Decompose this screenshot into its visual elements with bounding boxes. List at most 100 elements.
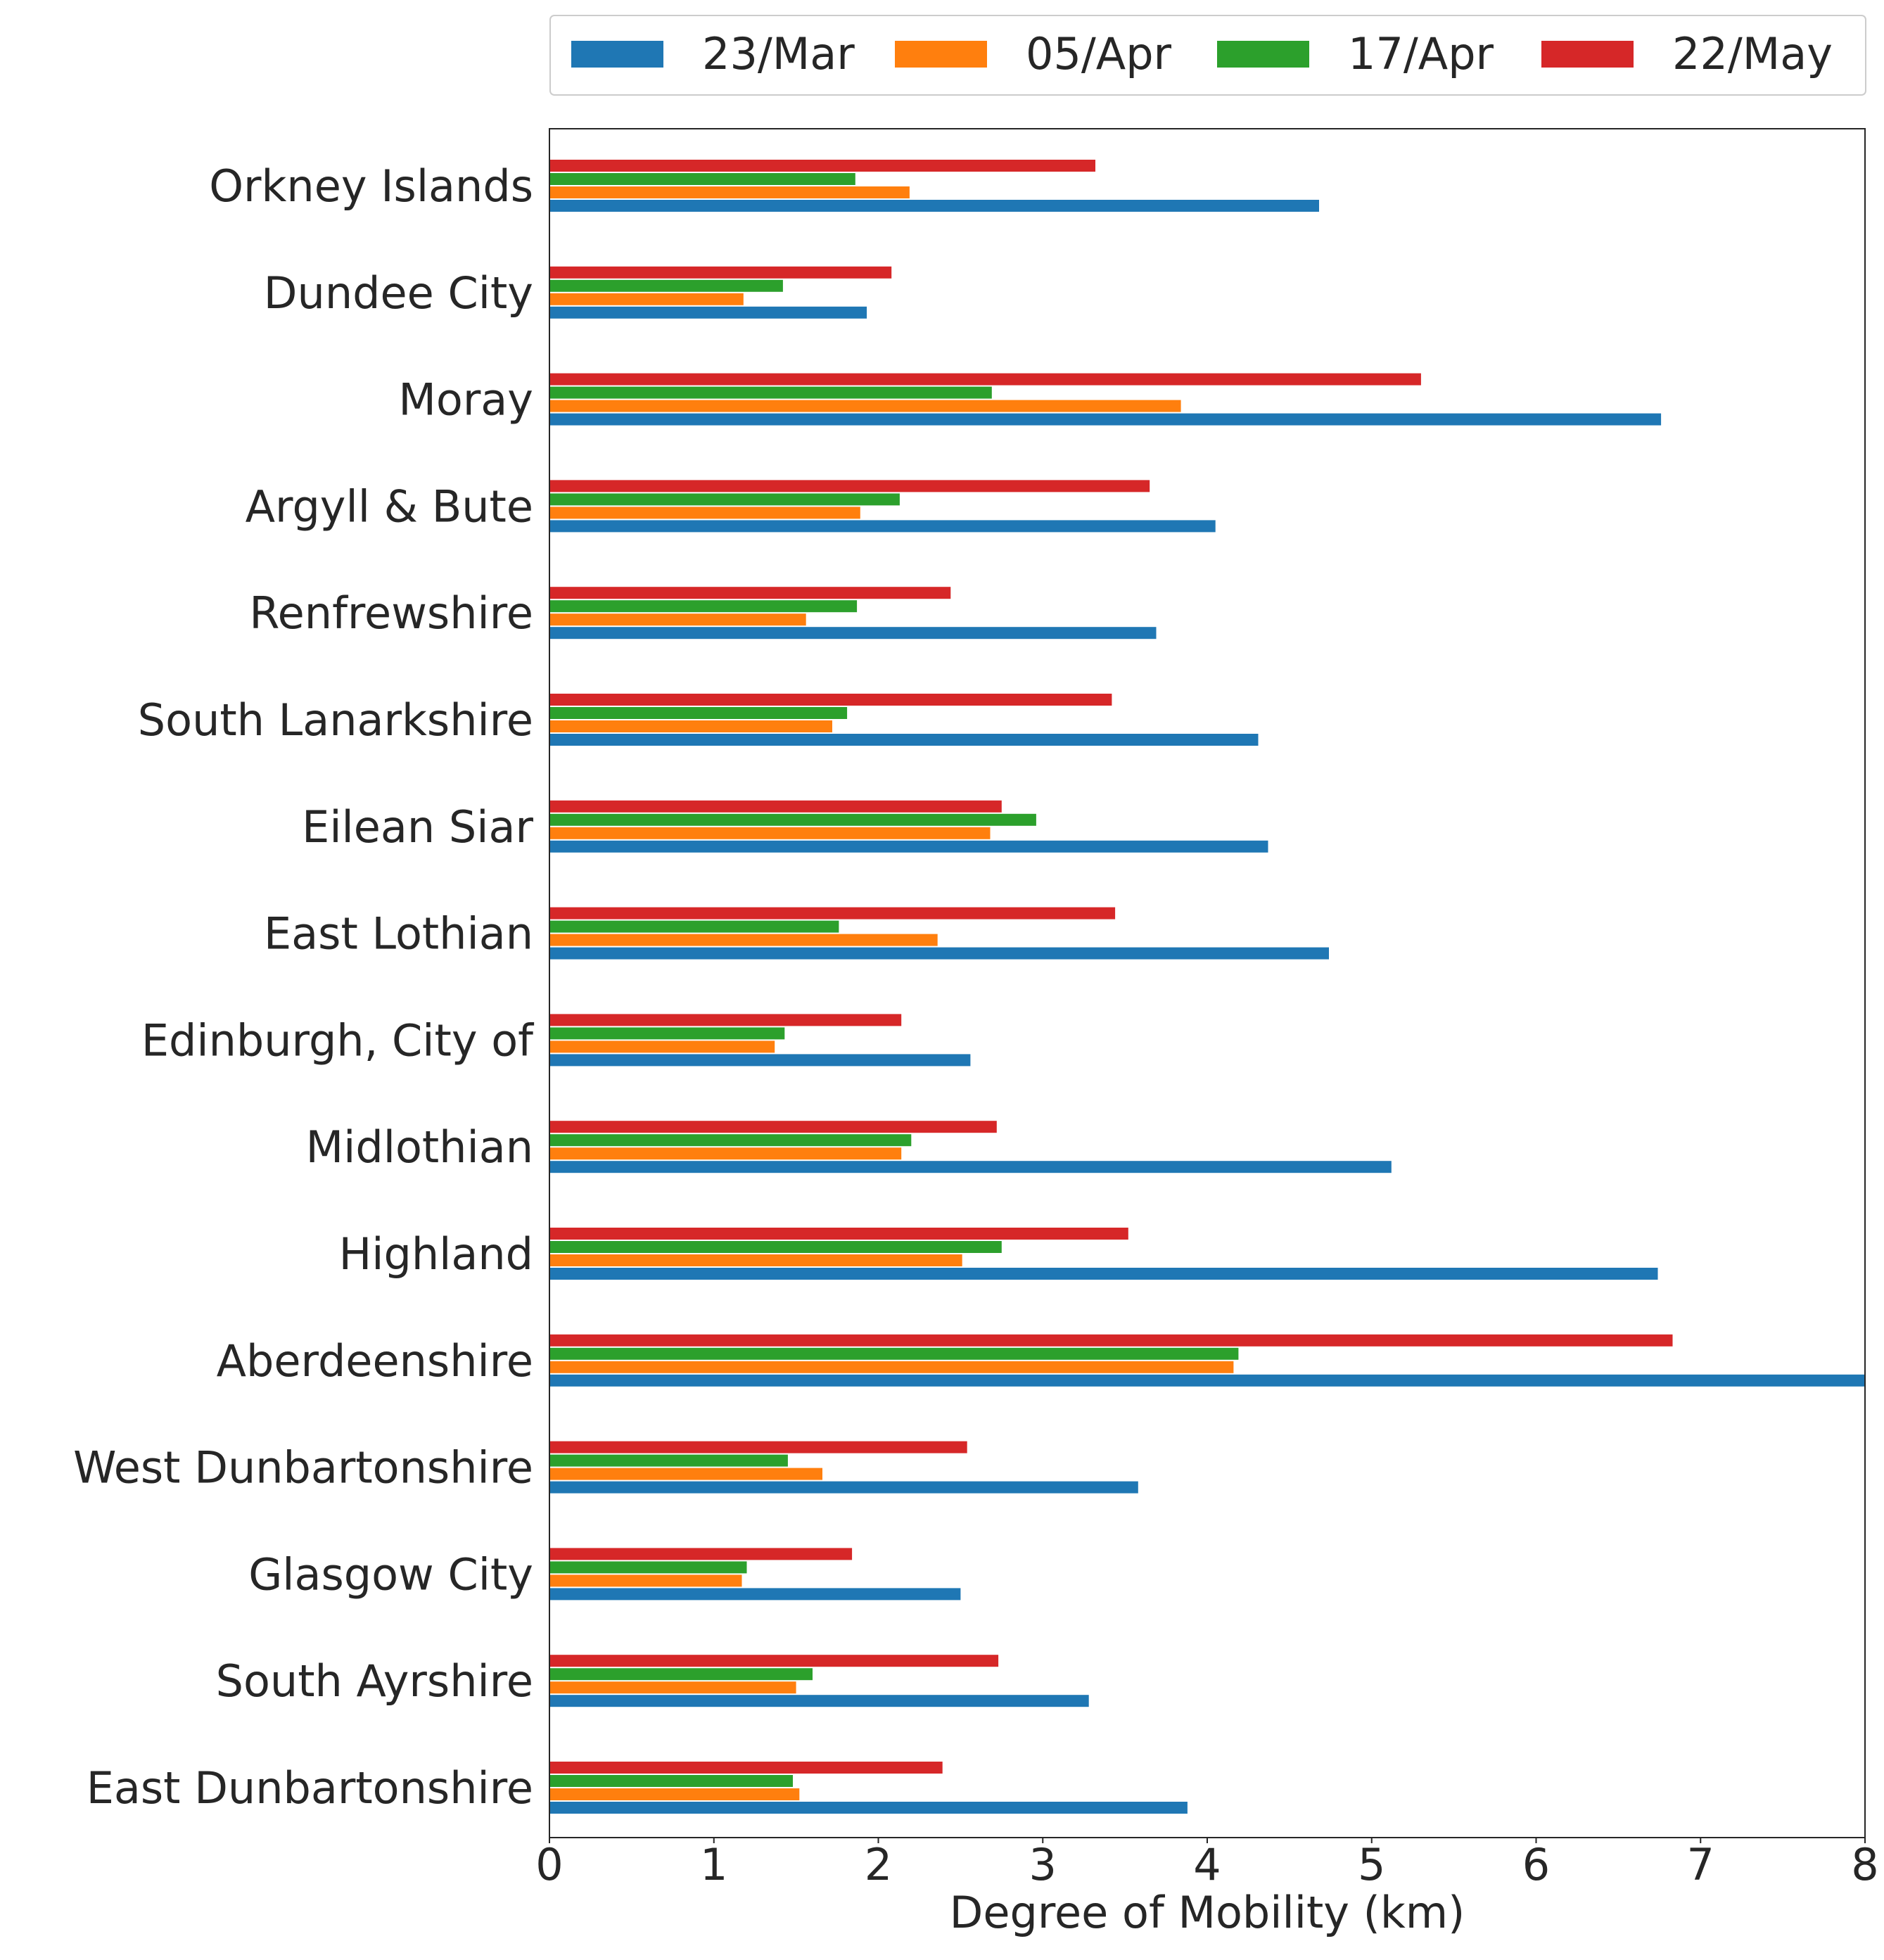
bar xyxy=(549,306,867,319)
bar xyxy=(549,734,1259,746)
bar xyxy=(549,200,1319,212)
legend-entry: 23/Mar xyxy=(702,28,855,79)
bar xyxy=(549,293,744,305)
x-tick-label: 8 xyxy=(1851,1839,1878,1890)
x-axis-tick-labels: 0 1 2 3 4 5 6 7 8 xyxy=(535,1838,1879,1890)
bar xyxy=(549,707,848,719)
y-tick-label: Glasgow City xyxy=(248,1548,533,1600)
bar xyxy=(549,1548,853,1560)
y-tick-label: East Lothian xyxy=(264,908,533,960)
bar xyxy=(549,1161,1392,1173)
bar xyxy=(549,186,910,198)
legend-entry: 22/May xyxy=(1672,28,1833,79)
bar xyxy=(549,1254,962,1266)
bars-layer xyxy=(549,160,1865,1814)
bar xyxy=(549,827,991,839)
bar xyxy=(549,386,992,399)
bar xyxy=(549,1588,961,1601)
bar xyxy=(549,1027,785,1040)
legend-entry: 05/Apr xyxy=(1026,28,1172,79)
bar xyxy=(549,1775,793,1787)
bar xyxy=(549,493,900,506)
bar xyxy=(549,1361,1234,1373)
bar xyxy=(549,800,1002,813)
bar xyxy=(549,160,1095,172)
y-tick-label: Moray xyxy=(398,374,533,426)
bar xyxy=(549,1041,775,1053)
legend-swatch xyxy=(1217,41,1309,68)
x-tick-label: 0 xyxy=(535,1839,563,1890)
bar xyxy=(549,373,1421,386)
bar xyxy=(549,1681,796,1694)
bar xyxy=(549,279,783,292)
y-tick-label: Midlothian xyxy=(306,1121,533,1173)
bar xyxy=(549,1802,1188,1814)
bar xyxy=(549,694,1112,706)
bar xyxy=(549,1668,813,1681)
bar xyxy=(549,1788,800,1800)
bar xyxy=(549,1121,997,1133)
bar xyxy=(549,1134,912,1147)
x-axis-label: Degree of Mobility (km) xyxy=(950,1887,1465,1938)
x-tick-label: 5 xyxy=(1358,1839,1385,1890)
bar xyxy=(549,720,832,732)
bar xyxy=(549,1762,943,1774)
legend-swatch xyxy=(895,41,987,68)
bar xyxy=(549,1054,971,1067)
bar xyxy=(549,1441,967,1453)
y-tick-label: Edinburgh, City of xyxy=(141,1014,535,1066)
y-tick-label: South Lanarkshire xyxy=(138,694,533,746)
legend-swatch xyxy=(571,41,663,68)
y-tick-label: Argyll & Bute xyxy=(246,481,533,532)
bar xyxy=(549,600,858,613)
y-tick-label: South Ayrshire xyxy=(216,1655,533,1707)
bar xyxy=(549,1374,1865,1387)
bar xyxy=(549,1347,1239,1360)
y-tick-label: Renfrewshire xyxy=(249,587,533,639)
bar xyxy=(549,507,860,519)
x-tick-label: 7 xyxy=(1687,1839,1714,1890)
x-tick-label: 6 xyxy=(1522,1839,1550,1890)
bar xyxy=(549,1228,1128,1240)
legend: 23/Mar 05/Apr 17/Apr 22/May xyxy=(549,15,1866,96)
x-tick-label: 2 xyxy=(865,1839,892,1890)
bar xyxy=(549,1561,747,1574)
bar xyxy=(549,1695,1089,1707)
bar xyxy=(549,480,1150,492)
bar xyxy=(549,947,1329,960)
x-tick-label: 4 xyxy=(1193,1839,1221,1890)
y-axis-tick-labels: Orkney Islands Dundee City Moray Argyll & B… xyxy=(73,160,535,1814)
y-tick-label: Highland xyxy=(339,1228,533,1280)
bar xyxy=(549,400,1181,412)
bar xyxy=(549,1468,822,1480)
bar xyxy=(549,1014,902,1026)
bar xyxy=(549,413,1662,426)
bar xyxy=(549,934,938,946)
x-tick-label: 1 xyxy=(700,1839,727,1890)
y-tick-label: Eilean Siar xyxy=(302,801,533,853)
legend-items: 23/Mar 05/Apr 17/Apr 22/May xyxy=(571,28,1833,79)
bar xyxy=(549,627,1157,639)
bar xyxy=(549,173,855,185)
bar xyxy=(549,1454,788,1467)
bar xyxy=(549,1334,1673,1347)
x-tick-label: 3 xyxy=(1029,1839,1057,1890)
legend-swatch xyxy=(1541,41,1634,68)
y-tick-label: West Dunbartonshire xyxy=(73,1442,533,1494)
bar xyxy=(549,1268,1658,1280)
bar xyxy=(549,1655,999,1667)
bar xyxy=(549,840,1268,853)
y-tick-label: Aberdeenshire xyxy=(217,1335,533,1387)
bar xyxy=(549,1481,1138,1494)
y-tick-label: Orkney Islands xyxy=(209,160,533,212)
bar xyxy=(549,266,892,279)
y-tick-label: East Dunbartonshire xyxy=(87,1762,533,1814)
bar xyxy=(549,1147,902,1160)
bar xyxy=(549,613,806,626)
legend-frame xyxy=(549,15,1866,96)
bar xyxy=(549,1574,742,1587)
bar xyxy=(549,920,839,933)
legend-entry: 17/Apr xyxy=(1348,28,1494,79)
bar xyxy=(549,587,951,599)
